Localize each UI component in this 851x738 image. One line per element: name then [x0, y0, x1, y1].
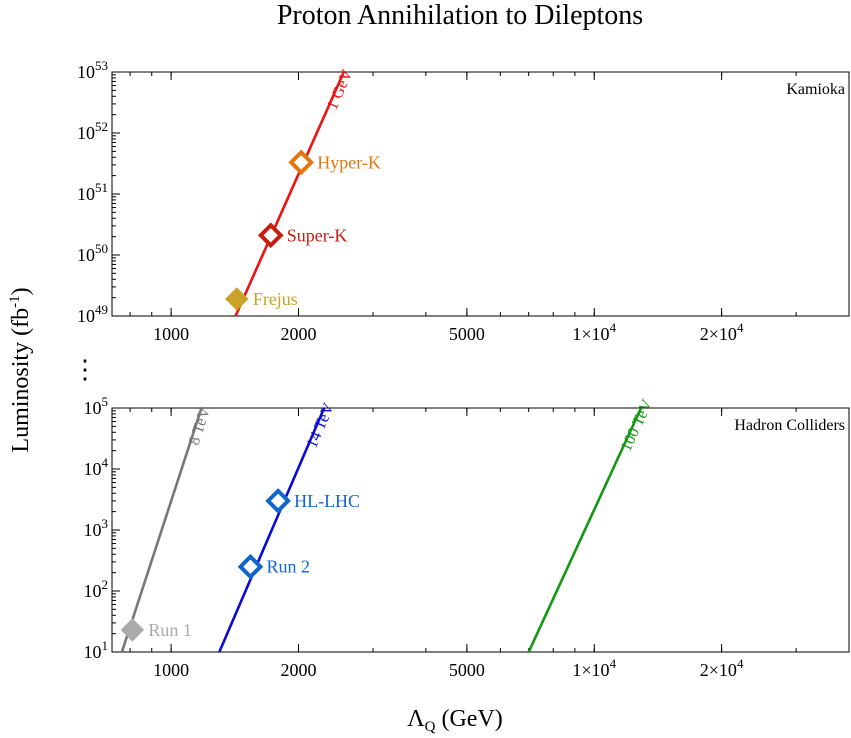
plot-frame — [111, 407, 850, 653]
marker-label: Super-K — [287, 225, 348, 245]
x-tick-label: 5000 — [449, 660, 485, 680]
y-tick-label: 104 — [84, 455, 109, 479]
series-line — [527, 408, 643, 652]
marker-diamond — [237, 553, 264, 580]
x-tick-label: 2×104 — [700, 656, 744, 680]
x-axis-title: ΛQ (GeV) — [407, 706, 503, 735]
axis-break-ellipsis: ⋮ — [72, 355, 98, 384]
panel-kamioka: 1000 2000 5000 1×104 2×104 1049 1050 1051 1052 10… — [77, 58, 850, 344]
marker-label: Hyper-K — [317, 152, 381, 172]
y-tick-label: 105 — [84, 394, 109, 418]
x-tick-label: 5000 — [449, 324, 485, 344]
y-tick-label: 1050 — [77, 241, 108, 265]
y-axis-title-main: Luminosity (fb — [8, 308, 34, 453]
svg-text:ΛQ (GeV): ΛQ (GeV) — [407, 706, 503, 735]
series-label: 1 GeV — [324, 67, 357, 113]
x-tick-label: 1×104 — [572, 656, 616, 680]
x-tick-label: 2000 — [280, 324, 316, 344]
marker-diamond — [257, 222, 284, 249]
marker-label: Run 2 — [266, 557, 310, 577]
x-axis-title-sub: Q — [425, 719, 436, 735]
x-axis-title-main: Λ — [407, 706, 425, 732]
y-tick-label: 1051 — [77, 180, 108, 204]
x-tick-label: 1000 — [153, 660, 189, 680]
marker-label: Frejus — [253, 289, 298, 309]
marker-diamond — [265, 488, 291, 514]
y-tick-label: 1052 — [77, 119, 108, 143]
x-tick-label: 1×104 — [572, 320, 616, 344]
marker-diamond — [288, 149, 315, 176]
series-label: 100 TeV — [618, 397, 657, 454]
x-axis-title-end: (GeV) — [435, 706, 502, 732]
svg-text:Luminosity (fb-1): Luminosity (fb-1) — [7, 287, 34, 452]
marker-label: HL-LHC — [294, 491, 360, 511]
series-line — [234, 72, 346, 316]
y-tick-label: 1049 — [77, 302, 108, 326]
panel-hadron: 1000 2000 5000 1×104 2×104 101 102 103 104 105 Had… — [84, 394, 850, 680]
y-axis-title: Luminosity (fb-1) — [7, 287, 34, 452]
plot-frame — [111, 71, 850, 317]
series-line — [218, 408, 326, 652]
y-tick-label: 101 — [84, 638, 109, 662]
x-tick-label: 1000 — [153, 324, 189, 344]
chart-title: Proton Annihilation to Dileptons — [277, 0, 643, 31]
marker-diamond — [120, 618, 145, 642]
panel-label: Kamioka — [786, 81, 845, 98]
x-tick-label: 2×104 — [700, 320, 744, 344]
panel-label: Hadron Colliders — [734, 417, 845, 434]
y-tick-label: 103 — [84, 516, 109, 540]
marker-diamond — [225, 287, 249, 311]
marker-label: Run 1 — [148, 620, 192, 640]
x-tick-label: 2000 — [280, 660, 316, 680]
y-axis-title-sup: -1 — [7, 295, 23, 308]
y-tick-label: 102 — [84, 577, 109, 601]
y-axis-title-end: ) — [8, 287, 34, 295]
series-line — [120, 408, 203, 652]
y-tick-label: 1053 — [77, 58, 108, 82]
series-label: 8 TeV — [186, 405, 214, 448]
